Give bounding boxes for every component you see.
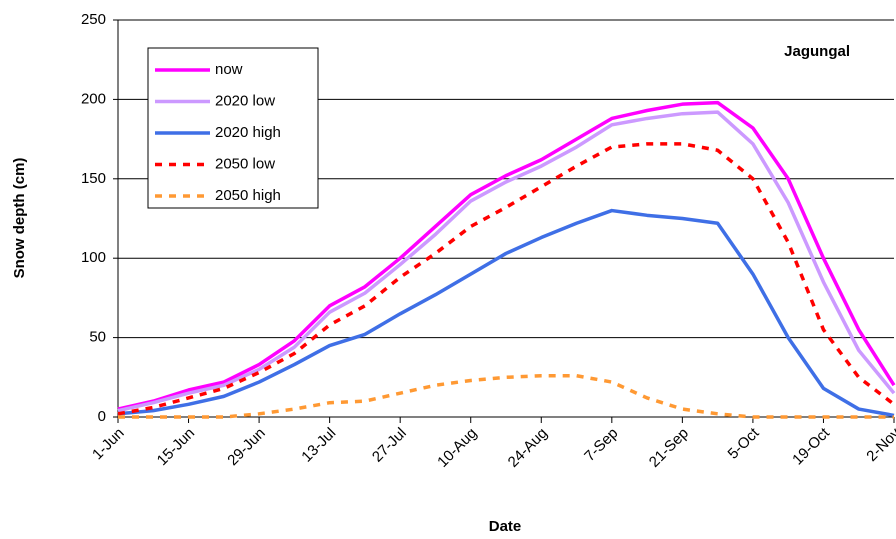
legend-label: now: [215, 61, 243, 78]
y-tick-label: 0: [98, 408, 106, 425]
x-tick-label: 5-Oct: [725, 424, 764, 463]
legend-label: 2020 high: [215, 124, 281, 141]
y-tick-label: 150: [81, 170, 106, 187]
series-line: [117, 110, 896, 413]
legend-label: 2020 low: [215, 92, 275, 109]
legend: now 2020 low 2020 high 2050 low 2050 high: [147, 47, 319, 209]
x-tick-label: 21-Sep: [646, 425, 692, 471]
x-tick-label: 13-Jul: [298, 425, 339, 466]
x-axis-label: Date: [489, 518, 522, 535]
legend-label: 2050 high: [215, 187, 281, 204]
x-tick-label: 27-Jul: [369, 425, 410, 466]
legend-box: [147, 47, 319, 209]
x-tick-label: 29-Jun: [224, 425, 268, 469]
series-line: [118, 373, 894, 419]
x-tick-label: 7-Sep: [581, 425, 621, 465]
y-tick-label: 200: [81, 90, 106, 107]
y-tick-label: 250: [81, 11, 106, 28]
series-line: [117, 208, 895, 418]
series-line: [117, 100, 896, 411]
x-tick-label: 19-Oct: [789, 424, 833, 468]
x-tick-label: 24-Aug: [505, 425, 551, 471]
legend-label: 2050 low: [215, 155, 275, 172]
y-tick-label: 50: [89, 329, 106, 346]
series-line: [117, 142, 896, 416]
x-tick-label: 15-Jun: [154, 425, 198, 469]
y-axis-label: Snow depth (cm): [11, 158, 28, 279]
x-tick-label: 10-Aug: [434, 425, 480, 471]
x-tick-label: 1-Jun: [89, 425, 128, 464]
y-tick-label: 100: [81, 249, 106, 266]
x-tick-label: 2-Nov: [863, 424, 896, 465]
annotation: Jagungal: [784, 43, 850, 60]
